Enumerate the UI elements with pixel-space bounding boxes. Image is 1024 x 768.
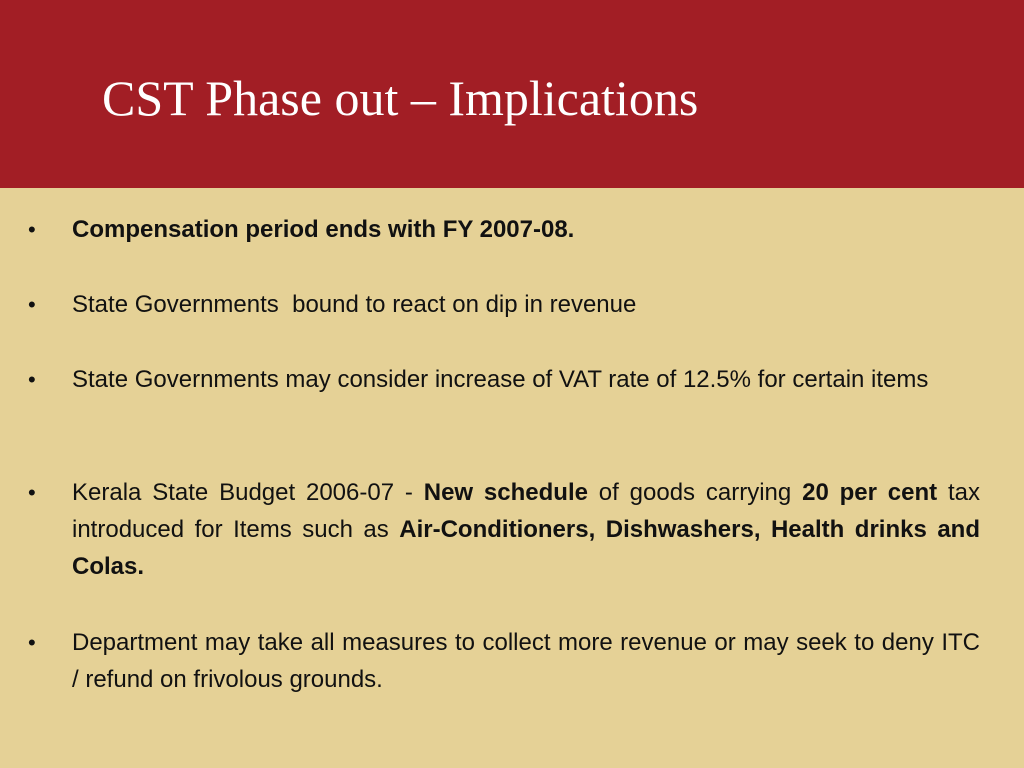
bullet-text: Compensation period ends with FY 2007-08… bbox=[72, 216, 575, 243]
bullet-item-kerala-budget: • Kerala State Budget 2006-07 - New sche… bbox=[28, 474, 981, 585]
bullet-text: State Governments bound to react on dip … bbox=[72, 291, 637, 318]
bullet-icon: • bbox=[28, 367, 36, 392]
title-bar: CST Phase out – Implications bbox=[0, 0, 1024, 188]
bullet-text-segment: tax introduced for Items such as bbox=[72, 479, 981, 543]
bullet-text-segment: Kerala State Budget 2006-07 - bbox=[72, 479, 424, 506]
bullet-text-segment: of goods carrying bbox=[587, 479, 803, 506]
bullet-item-compensation: • Compensation period ends with FY 2007-… bbox=[28, 211, 980, 248]
bullet-text-bold-segment: 20 per cent bbox=[802, 479, 938, 506]
bullet-item-vat-rate: • State Governments may consider increas… bbox=[28, 361, 980, 398]
bullet-item-department-measures: • Department may take all measures to co… bbox=[28, 624, 980, 698]
bullet-text: Department may take all measures to coll… bbox=[72, 629, 980, 693]
bullet-icon: • bbox=[28, 217, 36, 242]
bullet-icon: • bbox=[28, 292, 36, 317]
bullet-text: State Governments may consider increase … bbox=[72, 366, 929, 393]
bullet-icon: • bbox=[28, 630, 36, 655]
bullet-text-bold-segment: Air-Conditioners, Dishwashers, Health dr… bbox=[72, 516, 980, 580]
bullet-text-bold-segment: New schedule bbox=[423, 479, 588, 506]
slide-title: CST Phase out – Implications bbox=[102, 70, 699, 126]
bullet-icon: • bbox=[28, 480, 36, 505]
bullet-item-state-governments: • State Governments bound to react on di… bbox=[28, 286, 980, 323]
